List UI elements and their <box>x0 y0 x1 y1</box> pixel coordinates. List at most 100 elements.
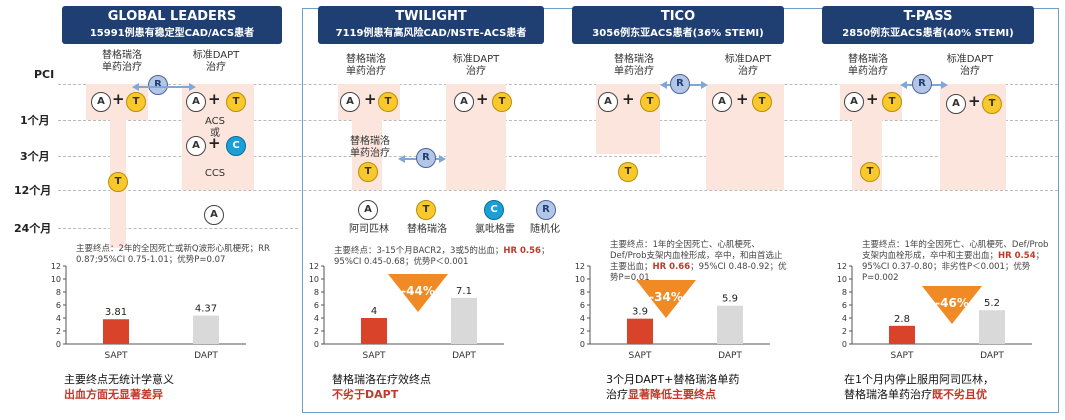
y-tick-label: 2 <box>842 327 847 336</box>
y-tick-label: 8 <box>56 288 61 297</box>
bar-chart-gl: 0 2 4 6 8 10 12 3.81 SAPT 4.37 DAPT <box>51 262 246 361</box>
y-tick-label: 8 <box>842 288 847 297</box>
header-subtitle: 7119例患有高风险CAD/NSTE-ACS患者 <box>335 28 527 39</box>
tw-mono-label: 替格瑞洛 单药治疗 <box>350 136 390 159</box>
reduction-badge-tico <box>636 280 696 318</box>
tp-right-arm-label: 标准DAPT 治疗 <box>946 54 994 77</box>
ticagrelor-icon: T <box>752 92 772 112</box>
y-tick-label: 12 <box>837 262 847 271</box>
ticagrelor-icon: T <box>860 162 880 182</box>
reduction-label-tico: -34% <box>649 290 683 304</box>
category-label: SAPT <box>105 351 128 361</box>
header-subtitle: 15991例患有稳定型CAD/ACS患者 <box>89 28 255 39</box>
bar-chart-tico: 0 2 4 6 8 10 12 3.9 SAPT 5.9 DAPT <box>575 262 770 361</box>
y-tick-label: 2 <box>580 327 585 336</box>
bar-value-label: 4 <box>371 306 377 317</box>
y-tick-label: 0 <box>842 340 847 349</box>
y-tick-label: 4 <box>842 314 847 323</box>
header-title: T-PASS <box>903 9 953 24</box>
bar-chart-tp: 0 2 4 6 8 10 12 2.8 SAPT 5.2 DAPT <box>837 262 1032 361</box>
aspirin-icon: A <box>204 205 224 225</box>
timeline-3m <box>58 156 1058 157</box>
randomization-icon: R <box>670 74 690 94</box>
timeline-12m <box>58 190 1058 191</box>
bar-value-label: 3.9 <box>632 307 648 318</box>
gl-left-arm-label: 替格瑞洛 单药治疗 <box>102 50 142 73</box>
bar-value-label: 7.1 <box>456 286 472 297</box>
aspirin-icon: A <box>186 136 206 156</box>
bar-chart-tw: 0 2 4 6 8 10 12 4 SAPT 7.1 DAPT <box>309 262 504 361</box>
timeline-24m <box>58 228 298 229</box>
aspirin-icon: A <box>91 92 111 112</box>
bar-value-label: 2.8 <box>894 314 910 325</box>
ticagrelor-icon: T <box>378 92 398 112</box>
header-tpass: T-PASS 2850例东亚ACS患者(40% STEMI) <box>822 6 1034 44</box>
bar-dapt <box>193 315 219 344</box>
ticagrelor-icon: T <box>640 92 660 112</box>
plus-sign: + <box>476 90 489 108</box>
plus-sign: + <box>364 90 377 108</box>
y-tick-label: 12 <box>51 262 61 271</box>
row-label-24m: 24个月 <box>14 222 52 235</box>
conclusion-gl: 主要终点无统计学意义 出血方面无显著差异 <box>64 373 174 401</box>
y-tick-label: 0 <box>314 340 319 349</box>
aspirin-icon: A <box>712 92 732 112</box>
plus-sign: + <box>208 90 221 108</box>
legend-clopidogrel-label: 氯吡格雷 <box>475 224 515 235</box>
y-tick-label: 0 <box>56 340 61 349</box>
ticagrelor-icon: T <box>492 92 512 112</box>
y-tick-label: 12 <box>309 262 319 271</box>
y-tick-label: 10 <box>575 275 585 284</box>
ticagrelor-icon: T <box>618 162 638 182</box>
row-label-3m: 3个月 <box>20 150 50 163</box>
y-tick-label: 6 <box>56 301 61 310</box>
plus-sign: + <box>622 90 635 108</box>
conclusion-tico: 3个月DAPT+替格瑞洛单药 治疗显著降低主要终点 <box>606 373 740 401</box>
tico-right-arm-label: 标准DAPT 治疗 <box>724 54 772 77</box>
conclusion-tp: 在1个月内停止服用阿司匹林， 替格瑞洛单药治疗既不劣且优 <box>844 373 994 401</box>
ticagrelor-icon: T <box>108 172 128 192</box>
ticagrelor-icon: T <box>882 92 902 112</box>
header-tico: TICO 3056例东亚ACS患者(36% STEMI) <box>572 6 784 44</box>
endpoint-note-tico: 主要终点：1年的全因死亡、心肌梗死、Def/Prob支架内血栓形成，卒中，和由首… <box>610 240 787 283</box>
timeline-1m <box>58 120 1058 121</box>
aspirin-icon: A <box>340 92 360 112</box>
y-tick-label: 12 <box>575 262 585 271</box>
aspirin-icon: A <box>454 92 474 112</box>
y-tick-label: 10 <box>309 275 319 284</box>
y-tick-label: 6 <box>842 301 847 310</box>
bar-sapt <box>889 325 915 344</box>
ticagrelor-icon: T <box>982 94 1002 114</box>
y-tick-label: 2 <box>314 327 319 336</box>
randomization-icon: R <box>912 74 932 94</box>
row-label-12m: 12个月 <box>14 184 52 197</box>
y-tick-label: 4 <box>314 314 319 323</box>
header-title: TICO <box>660 9 696 24</box>
y-tick-label: 10 <box>837 275 847 284</box>
aspirin-icon: A <box>844 92 864 112</box>
y-tick-label: 6 <box>580 301 585 310</box>
header-global-leaders: GLOBAL LEADERS 15991例患有稳定型CAD/ACS患者 <box>62 6 282 44</box>
acs-label: ACS <box>205 116 225 127</box>
ticagrelor-icon: T <box>358 162 378 182</box>
endpoint-note-gl: 主要终点：2年的全因死亡或新Q波形心肌梗死；RR 0.87;95%CI 0.75… <box>76 244 270 265</box>
legend-aspirin-icon: A <box>358 200 378 220</box>
header-title: GLOBAL LEADERS <box>107 9 237 24</box>
bar-value-label: 4.37 <box>195 304 217 315</box>
aspirin-icon: A <box>946 94 966 114</box>
bar-sapt <box>627 318 653 344</box>
plus-sign: + <box>208 134 221 152</box>
ticagrelor-icon: T <box>226 92 246 112</box>
reduction-badge-tp <box>922 286 982 324</box>
tw-right-arm-label: 标准DAPT 治疗 <box>452 54 500 77</box>
gl-right-arm-label: 标准DAPT 治疗 <box>192 50 240 73</box>
category-label: SAPT <box>363 351 386 361</box>
legend-ticagrelor-label: 替格瑞洛 <box>407 224 447 235</box>
tico-left-arm-label: 替格瑞洛 单药治疗 <box>614 54 654 77</box>
category-label: SAPT <box>629 351 652 361</box>
legend-random-icon: R <box>536 200 556 220</box>
plus-sign: + <box>112 90 125 108</box>
legend-random-label: 随机化 <box>530 224 560 235</box>
bar-value-label: 5.2 <box>984 298 1000 309</box>
category-label: DAPT <box>718 351 742 361</box>
